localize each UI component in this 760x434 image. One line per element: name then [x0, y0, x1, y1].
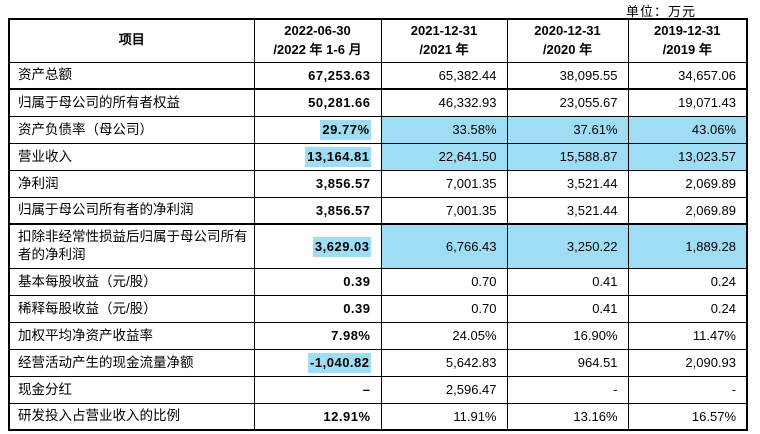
cell-2020: 3,521.44	[506, 196, 629, 226]
financial-table: 项目 2022-06-30 /2022 年 1-6 月 2021-12-31 /…	[8, 18, 748, 432]
row-label: 归属于母公司所有者的净利润	[8, 196, 255, 226]
cell-2019: 1,889.28	[627, 223, 748, 269]
cell-2019: 2,090.93	[627, 348, 748, 377]
table-row-parent-net-profit: 归属于母公司所有者的净利润 3,856.57 7,001.35 3,521.44…	[8, 196, 748, 226]
col-header-2019: 2019-12-31 /2019 年	[627, 18, 748, 63]
cell-2022: 13,164.81	[253, 142, 382, 171]
col-header-2022-line1: 2022-06-30	[284, 23, 351, 38]
unit-label: 单位：万元	[625, 4, 696, 19]
cell-2022: 3,629.03	[253, 223, 382, 269]
col-header-item: 项目	[8, 18, 255, 63]
table-row-weighted-roe: 加权平均净资产收益率 7.98% 24.05% 16.90% 11.47%	[8, 321, 748, 350]
table-row-basic-eps: 基本每股收益（元/股） 0.39 0.70 0.41 0.24	[8, 267, 748, 296]
col-header-2020: 2020-12-31 /2020 年	[506, 18, 629, 63]
cell-2022: 67,253.63	[253, 61, 382, 91]
cell-2021: 22,641.50	[380, 142, 508, 171]
table-row-parent-equity: 归属于母公司的所有者权益 50,281.66 46,332.93 23,055.…	[8, 88, 748, 117]
cell-2021: 0.70	[380, 267, 508, 296]
cell-2022: 0.39	[253, 267, 382, 296]
cell-2020: 16.90%	[506, 321, 629, 350]
col-header-2020-line1: 2020-12-31	[534, 23, 601, 38]
row-label: 研发投入占营业收入的比例	[8, 402, 255, 431]
cell-2019: 11.47%	[627, 321, 748, 350]
cell-2021: 24.05%	[380, 321, 508, 350]
cell-2021: 7,001.35	[380, 169, 508, 198]
cell-2020: -	[506, 375, 629, 404]
col-header-2020-line2: /2020 年	[542, 41, 593, 57]
cell-2019: 13,023.57	[627, 142, 748, 171]
cell-2021: 46,332.93	[380, 88, 508, 117]
cell-2019: 0.24	[627, 267, 748, 296]
cell-2020: 0.41	[506, 267, 629, 296]
row-label: 基本每股收益（元/股）	[8, 267, 255, 296]
row-label: 资产总额	[8, 61, 255, 91]
cell-2021: 5,642.83	[380, 348, 508, 377]
cell-2019: 43.06%	[627, 115, 748, 144]
cell-2021: 33.58%	[380, 115, 508, 144]
cell-2022: 7.98%	[253, 321, 382, 350]
col-header-2019-line2: /2019 年	[662, 41, 712, 57]
cell-2021: 11.91%	[380, 402, 508, 431]
cell-2022: 12.91%	[253, 402, 382, 431]
row-label: 经营活动产生的现金流量净额	[8, 348, 255, 377]
row-label: 加权平均净资产收益率	[8, 321, 255, 350]
cell-2019: 2,069.89	[627, 169, 748, 198]
cell-2021: 2,596.47	[380, 375, 508, 404]
table-row-deducted-net-profit: 扣除非经常性损益后归属于母公司所有者的净利润 3,629.03 6,766.43…	[8, 223, 748, 269]
cell-2022: 29.77%	[253, 115, 382, 144]
table-row-net-profit: 净利润 3,856.57 7,001.35 3,521.44 2,069.89	[8, 169, 748, 198]
header-row: 项目 2022-06-30 /2022 年 1-6 月 2021-12-31 /…	[8, 18, 748, 63]
cell-2020: 37.61%	[506, 115, 629, 144]
col-header-2022-line2: /2022 年 1-6 月	[273, 41, 362, 57]
col-header-2022: 2022-06-30 /2022 年 1-6 月	[253, 18, 382, 63]
cell-2019: 34,657.06	[627, 61, 748, 91]
row-label: 净利润	[8, 169, 255, 198]
cell-2022: –	[253, 375, 382, 404]
cell-2020: 0.41	[506, 294, 629, 323]
table-row-operating-cash-flow: 经营活动产生的现金流量净额 -1,040.82 5,642.83 964.51 …	[8, 348, 748, 377]
cell-2019: 19,071.43	[627, 88, 748, 117]
cell-2019: 2,069.89	[627, 196, 748, 226]
cell-2019: 16.57%	[627, 402, 748, 431]
table-row-total-assets: 资产总额 67,253.63 65,382.44 38,095.55 34,65…	[8, 61, 748, 91]
table-row-operating-revenue: 营业收入 13,164.81 22,641.50 15,588.87 13,02…	[8, 142, 748, 171]
row-label: 扣除非经常性损益后归属于母公司所有者的净利润	[8, 223, 255, 269]
cell-2020: 964.51	[506, 348, 629, 377]
cell-2021: 65,382.44	[380, 61, 508, 91]
cell-2022: 3,856.57	[253, 169, 382, 198]
cell-2019: 0.24	[627, 294, 748, 323]
table-row-debt-ratio: 资产负债率（母公司） 29.77% 33.58% 37.61% 43.06%	[8, 115, 748, 144]
row-label: 稀释每股收益（元/股）	[8, 294, 255, 323]
row-label: 现金分红	[8, 375, 255, 404]
cell-2022: 3,856.57	[253, 196, 382, 226]
table-row-diluted-eps: 稀释每股收益（元/股） 0.39 0.70 0.41 0.24	[8, 294, 748, 323]
cell-2022: 0.39	[253, 294, 382, 323]
cell-2021: 6,766.43	[380, 223, 508, 269]
cell-2020: 3,521.44	[506, 169, 629, 198]
col-header-2021-line2: /2021 年	[419, 41, 469, 57]
cell-2020: 15,588.87	[506, 142, 629, 171]
cell-2020: 3,250.22	[506, 223, 629, 269]
cell-2019: -	[627, 375, 748, 404]
cell-2020: 13.16%	[506, 402, 629, 431]
table-row-cash-dividend: 现金分红 – 2,596.47 - -	[8, 375, 748, 404]
cell-2021: 0.70	[380, 294, 508, 323]
col-header-2021: 2021-12-31 /2021 年	[380, 18, 508, 63]
cell-2020: 38,095.55	[506, 61, 629, 91]
col-header-2021-line1: 2021-12-31	[410, 23, 478, 38]
cell-2020: 23,055.67	[506, 88, 629, 117]
col-header-2019-line1: 2019-12-31	[654, 23, 721, 38]
row-label: 归属于母公司的所有者权益	[8, 88, 255, 117]
cell-2022: -1,040.82	[253, 348, 382, 377]
cell-2022: 50,281.66	[253, 88, 382, 117]
table-row-rd-ratio: 研发投入占营业收入的比例 12.91% 11.91% 13.16% 16.57%	[8, 402, 748, 431]
row-label: 资产负债率（母公司）	[8, 115, 255, 144]
row-label: 营业收入	[8, 142, 255, 171]
cell-2021: 7,001.35	[380, 196, 508, 226]
